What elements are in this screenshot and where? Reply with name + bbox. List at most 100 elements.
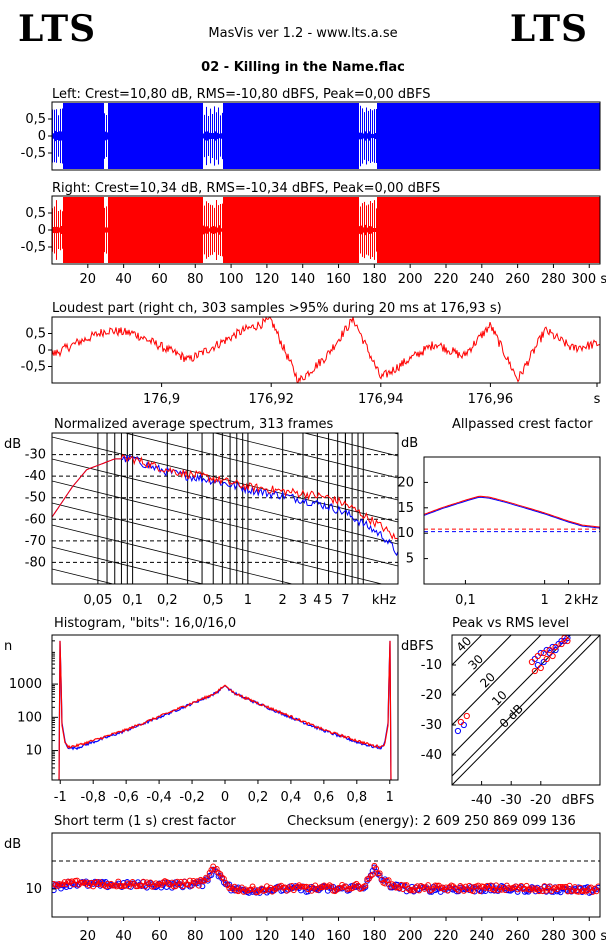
short-term-crest-point-1: [475, 882, 482, 889]
peak-vs-rms-crest-line: [452, 635, 483, 666]
average-spectrum-x-tick-label: 2: [279, 593, 287, 608]
short-term-crest-point-1: [247, 886, 254, 893]
short-term-crest-y-tick-label: 10: [25, 882, 42, 897]
histogram-y-tick-label: 1000: [9, 677, 42, 692]
short-term-crest-point-1: [371, 862, 378, 869]
lts-logo-right: LTS: [509, 8, 588, 50]
left-waveform-y-tick-label: 0,5: [25, 112, 46, 127]
short-term-crest-point-1: [518, 882, 525, 889]
histogram-y-tick-label: 100: [17, 710, 42, 725]
left-waveform-signal: [52, 103, 600, 169]
short-term-crest-point-1: [124, 880, 131, 887]
average-spectrum-y-tick-label: -50: [25, 491, 46, 506]
loudest-part-title: Loudest part (right ch, 303 samples >95%…: [52, 301, 502, 316]
short-term-crest-point-1: [308, 887, 315, 894]
short-term-crest-point-1: [566, 882, 573, 889]
average-spectrum-y-tick-label: -40: [25, 469, 46, 484]
peak-vs-rms-y-tick-label: -40: [421, 748, 442, 763]
peak-vs-rms-frame: [451, 634, 601, 786]
peak-vs-rms-y-tick-label: -20: [421, 688, 442, 703]
left-waveform-title: Left: Crest=10,80 dB, RMS=-10,80 dBFS, P…: [52, 87, 431, 102]
peak-vs-rms-point-1: [457, 718, 464, 726]
average-spectrum-x-tick-label: 0,5: [203, 593, 224, 608]
average-spectrum-x-tick-label: 5: [324, 593, 332, 608]
peak-vs-rms-point-1: [463, 712, 470, 720]
short-term-crest-point-1: [188, 882, 195, 889]
peak-vs-rms-crest-line: [452, 635, 542, 726]
peak-vs-rms-point-0: [454, 727, 462, 735]
average-spectrum-x-tick-label: 3: [299, 593, 307, 608]
short-term-crest-point-1: [362, 882, 369, 889]
peak-vs-rms-x-tick-label: -30: [501, 793, 522, 808]
loudest-part-frame: [51, 316, 601, 384]
average-spectrum-x-tick-label: 4: [313, 593, 321, 608]
peak-vs-rms-crest-label: 30: [465, 652, 486, 673]
short-term-crest-point-1: [186, 877, 193, 884]
right-waveform-x-tick-label: 240: [469, 272, 494, 287]
short-term-crest-point-1: [108, 880, 114, 887]
short-term-crest-x-tick-label: 220: [434, 929, 459, 944]
short-term-crest-point-1: [369, 871, 376, 878]
short-term-crest-point-1: [115, 878, 122, 885]
short-term-crest-point-1: [84, 879, 91, 886]
peak-vs-rms-crest-line: [452, 635, 600, 785]
right-waveform-x-tick-label: 140: [290, 272, 315, 287]
average-spectrum-y-tick-label: -70: [25, 534, 46, 549]
short-term-crest-point-1: [521, 885, 528, 892]
short-term-crest-point-1: [335, 885, 342, 891]
short-term-crest-point-1: [373, 865, 380, 872]
short-term-crest-point-1: [127, 880, 134, 887]
peak-vs-rms-x-tick-label: -40: [471, 793, 492, 808]
right-waveform-x-tick-label: 180: [362, 272, 387, 287]
allpassed-crest-frame: [423, 456, 601, 585]
short-term-crest-point-1: [68, 878, 75, 885]
short-term-crest-y-label: dB: [4, 837, 21, 852]
allpassed-crest-y-label: dB: [401, 436, 418, 451]
loudest-part-x-tick-label: 176,96: [468, 392, 514, 407]
right-waveform-y-tick-label: 0,5: [25, 206, 46, 221]
right-waveform-y-tick-label: -0,5: [21, 240, 46, 255]
short-term-crest-point-1: [425, 882, 431, 888]
right-waveform-x-tick-label: 100: [219, 272, 244, 287]
peak-vs-rms-point-0: [552, 646, 559, 654]
peak-vs-rms-crest-line: [452, 635, 572, 756]
average-spectrum-title: Normalized average spectrum, 313 frames: [54, 417, 333, 432]
short-term-crest-point-1: [133, 883, 140, 890]
right-waveform-x-tick-label: 300 s: [571, 272, 606, 287]
short-term-crest-point-1: [235, 888, 242, 895]
short-term-crest-x-tick-label: 60: [151, 929, 168, 944]
short-term-crest-point-1: [195, 882, 202, 889]
short-term-crest-checksum: Checksum (energy): 2 609 250 869 099 136: [287, 814, 576, 829]
average-spectrum-y-label: dB: [4, 437, 21, 452]
peak-vs-rms-point-1: [531, 667, 538, 675]
peak-vs-rms-y-tick-label: -30: [421, 718, 442, 733]
peak-vs-rms-point-1: [540, 649, 547, 657]
short-term-crest-point-1: [552, 884, 559, 891]
loudest-part-signal: [52, 317, 600, 383]
average-spectrum-x-tick-label: 0,2: [157, 593, 178, 608]
allpassed-crest-y-tick-label: 20: [397, 475, 414, 490]
histogram-x-tick-label: 0: [221, 790, 229, 805]
short-term-crest-point-1: [349, 885, 356, 891]
short-term-crest-point-1: [242, 886, 249, 893]
peak-vs-rms-crest-label: 20: [477, 670, 498, 691]
peak-vs-rms-point-1: [543, 655, 550, 663]
short-term-crest-point-1: [376, 870, 383, 877]
short-term-crest-point-1: [256, 887, 263, 893]
histogram-x-tick-label: 0,4: [281, 790, 302, 805]
loudest-part-x-tick-label: s: [594, 392, 601, 407]
short-term-crest-point-1: [385, 877, 392, 884]
peak-vs-rms-point-1: [546, 646, 553, 654]
app-title: MasVis ver 1.2 - www.lts.a.se: [208, 26, 398, 41]
allpassed-crest-series-1: [423, 495, 601, 528]
right-waveform-y-tick-label: 0: [38, 223, 46, 238]
short-term-crest-point-1: [443, 884, 449, 891]
short-term-crest-point-1: [539, 888, 546, 895]
loudest-part-y-tick-label: 0,5: [25, 327, 46, 342]
short-term-crest-point-1: [113, 883, 120, 890]
short-term-crest-point-1: [563, 883, 569, 890]
peak-vs-rms-crest-label: 40: [454, 634, 475, 655]
short-term-crest-point-1: [206, 869, 213, 876]
average-spectrum-x-tick-label: 0,05: [83, 593, 112, 608]
short-term-crest-point-1: [595, 883, 600, 890]
